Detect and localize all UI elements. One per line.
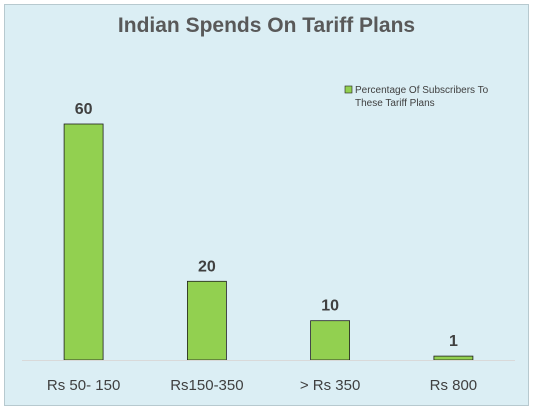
data-label-1: 20 <box>198 258 216 275</box>
legend-swatch <box>344 85 353 94</box>
legend-label: Percentage Of Subscribers To These Tariff… <box>355 85 489 109</box>
legend: Percentage Of Subscribers To These Tariff… <box>344 85 489 109</box>
data-label-0: 60 <box>75 101 93 118</box>
x-tick-label-0: Rs 50- 150 <box>47 377 120 394</box>
bar-1 <box>186 280 227 361</box>
bar-0 <box>63 123 104 361</box>
data-label-2: 10 <box>321 298 339 315</box>
bar-2 <box>310 320 351 361</box>
data-label-3: 1 <box>449 333 458 350</box>
bar-3 <box>433 355 474 361</box>
x-tick-label-1: Rs150-350 <box>170 377 243 394</box>
x-tick-label-3: Rs 800 <box>430 377 478 394</box>
chart-title: Indian Spends On Tariff Plans <box>117 14 416 37</box>
x-tick-label-2: > Rs 350 <box>300 377 360 394</box>
